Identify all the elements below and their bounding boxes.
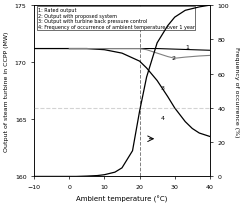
Text: 2: 2 [171, 55, 175, 60]
Text: 4: 4 [161, 115, 165, 120]
Text: 3: 3 [161, 85, 165, 90]
Y-axis label: Frequency of occurrence (%): Frequency of occurrence (%) [234, 46, 239, 136]
X-axis label: Ambient temperature (°C): Ambient temperature (°C) [76, 195, 168, 202]
Text: 1: 1 [185, 45, 189, 50]
Y-axis label: Output of steam turbine in CCPP (MW): Output of steam turbine in CCPP (MW) [4, 32, 9, 151]
Text: 1: Rated output
2: Output with proposed system
3: Output with turbine back press: 1: Rated output 2: Output with proposed … [38, 8, 195, 30]
